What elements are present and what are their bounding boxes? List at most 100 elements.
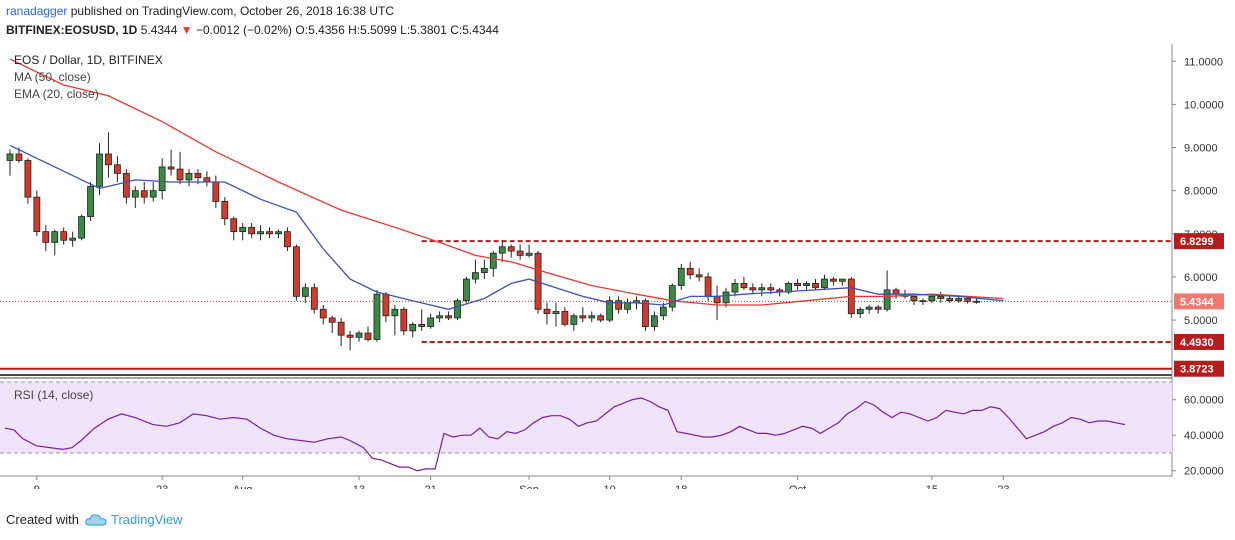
candle-up	[856, 308, 864, 315]
candle-up	[677, 267, 685, 286]
candle-down	[910, 295, 918, 302]
candle-up	[257, 231, 265, 235]
candle-down	[24, 160, 32, 198]
author-link[interactable]: ranadagger	[6, 4, 68, 18]
legend-rsi: RSI (14, close)	[14, 388, 93, 402]
ohlc-values: O:5.4356 H:5.5099 L:5.3801 C:5.4344	[295, 23, 499, 37]
candle-up	[427, 317, 435, 327]
candle-down	[122, 173, 130, 198]
candle-down	[543, 308, 551, 315]
x-tick-label: Aug	[233, 484, 253, 489]
candle-down	[445, 315, 452, 319]
candle-down	[310, 287, 318, 310]
candle-down	[695, 274, 703, 278]
y-tick-label: 11.0000	[1184, 56, 1223, 68]
candle-down	[114, 164, 121, 174]
x-tick-label: 13	[353, 484, 365, 489]
price-label-box	[1174, 333, 1224, 350]
candle-up	[651, 315, 658, 327]
candle-down	[892, 289, 900, 295]
candle-up	[78, 216, 85, 239]
candle-down	[713, 295, 721, 304]
tradingview-brand: TradingView	[110, 512, 183, 527]
candle-down	[105, 153, 112, 166]
candle-up	[239, 226, 247, 233]
candle-down	[874, 306, 882, 310]
candle-up	[87, 185, 94, 217]
candle-up	[525, 252, 533, 256]
rsi-y-tick-label: 20.0000	[1184, 466, 1224, 478]
created-with-text: Created with	[6, 512, 79, 527]
y-tick-label: 10.0000	[1184, 99, 1224, 111]
candle-down	[749, 287, 757, 291]
last-price: 5.4344	[140, 23, 178, 37]
publish-info: ranadagger published on TradingView.com,…	[6, 4, 394, 18]
rsi-band	[0, 382, 1172, 453]
candle-up	[158, 166, 166, 192]
candle-down	[328, 317, 336, 323]
candle-up	[821, 278, 828, 289]
x-tick-label: 10	[604, 484, 616, 489]
candle-up	[96, 153, 103, 187]
candle-up	[409, 323, 417, 332]
candle-up	[391, 308, 399, 317]
candle-up	[668, 285, 676, 308]
candle-down	[597, 315, 605, 321]
candle-up	[919, 300, 927, 303]
candle-down	[346, 334, 354, 338]
candle-down	[964, 298, 972, 302]
candle-up	[6, 153, 14, 161]
ema20-line	[9, 144, 1004, 310]
candle-down	[812, 283, 819, 289]
candle-down	[266, 231, 273, 235]
price-label-box	[1174, 360, 1224, 377]
candle-up	[471, 272, 479, 280]
candle-down	[767, 287, 775, 291]
tradingview-logo[interactable]: TradingView	[85, 512, 183, 527]
candle-down	[830, 278, 837, 282]
candle-up	[552, 311, 560, 315]
x-tick-label: 15	[926, 484, 938, 489]
candle-down	[176, 168, 184, 181]
candle-down	[615, 300, 622, 310]
candle-down	[794, 283, 801, 286]
candle-down	[507, 246, 515, 252]
x-tick-label: 18	[675, 484, 687, 489]
candle-down	[221, 201, 229, 220]
candle-up	[570, 315, 578, 325]
legend-title: EOS / Dollar, 1D, BITFINEX	[14, 53, 163, 67]
candle-down	[212, 181, 220, 202]
candle-up	[463, 278, 470, 302]
candle-down	[973, 300, 980, 303]
candle-up	[131, 190, 139, 198]
chart-header: ranadagger published on TradingView.com,…	[0, 0, 1235, 44]
candle-up	[373, 293, 381, 340]
cloud-icon	[85, 513, 107, 525]
x-tick-label: 23	[156, 484, 168, 489]
y-tick-label: 6.0000	[1184, 272, 1218, 284]
candle-up	[355, 332, 363, 338]
symbol-line: BITFINEX:EOSUSD, 1D 5.4344 ▼ −0.0012 (−0…	[6, 23, 499, 37]
candle-up	[865, 306, 873, 310]
price-label: 5.4344	[1180, 296, 1215, 308]
candle-up	[731, 283, 739, 293]
price-label-box	[1174, 293, 1224, 310]
candle-down	[319, 308, 327, 319]
candle-down	[704, 276, 712, 297]
candle-up	[588, 315, 596, 319]
candle-up	[928, 295, 936, 302]
candle-down	[60, 231, 68, 241]
candle-down	[516, 250, 524, 256]
candle-down	[248, 226, 256, 235]
x-tick-label: Oct	[789, 484, 806, 489]
candle-up	[454, 300, 461, 319]
candle-down	[167, 166, 175, 170]
chart-area[interactable]: 5.00006.00007.00008.00009.000010.000011.…	[0, 44, 1235, 496]
candle-down	[382, 293, 390, 317]
candle-up	[489, 252, 497, 269]
candle-down	[15, 153, 23, 161]
candle-up	[51, 231, 59, 243]
price-chart[interactable]: 5.00006.00007.00008.00009.000010.000011.…	[0, 44, 1235, 496]
x-tick-label: 9	[34, 484, 40, 489]
down-arrow-icon: ▼	[180, 23, 193, 37]
